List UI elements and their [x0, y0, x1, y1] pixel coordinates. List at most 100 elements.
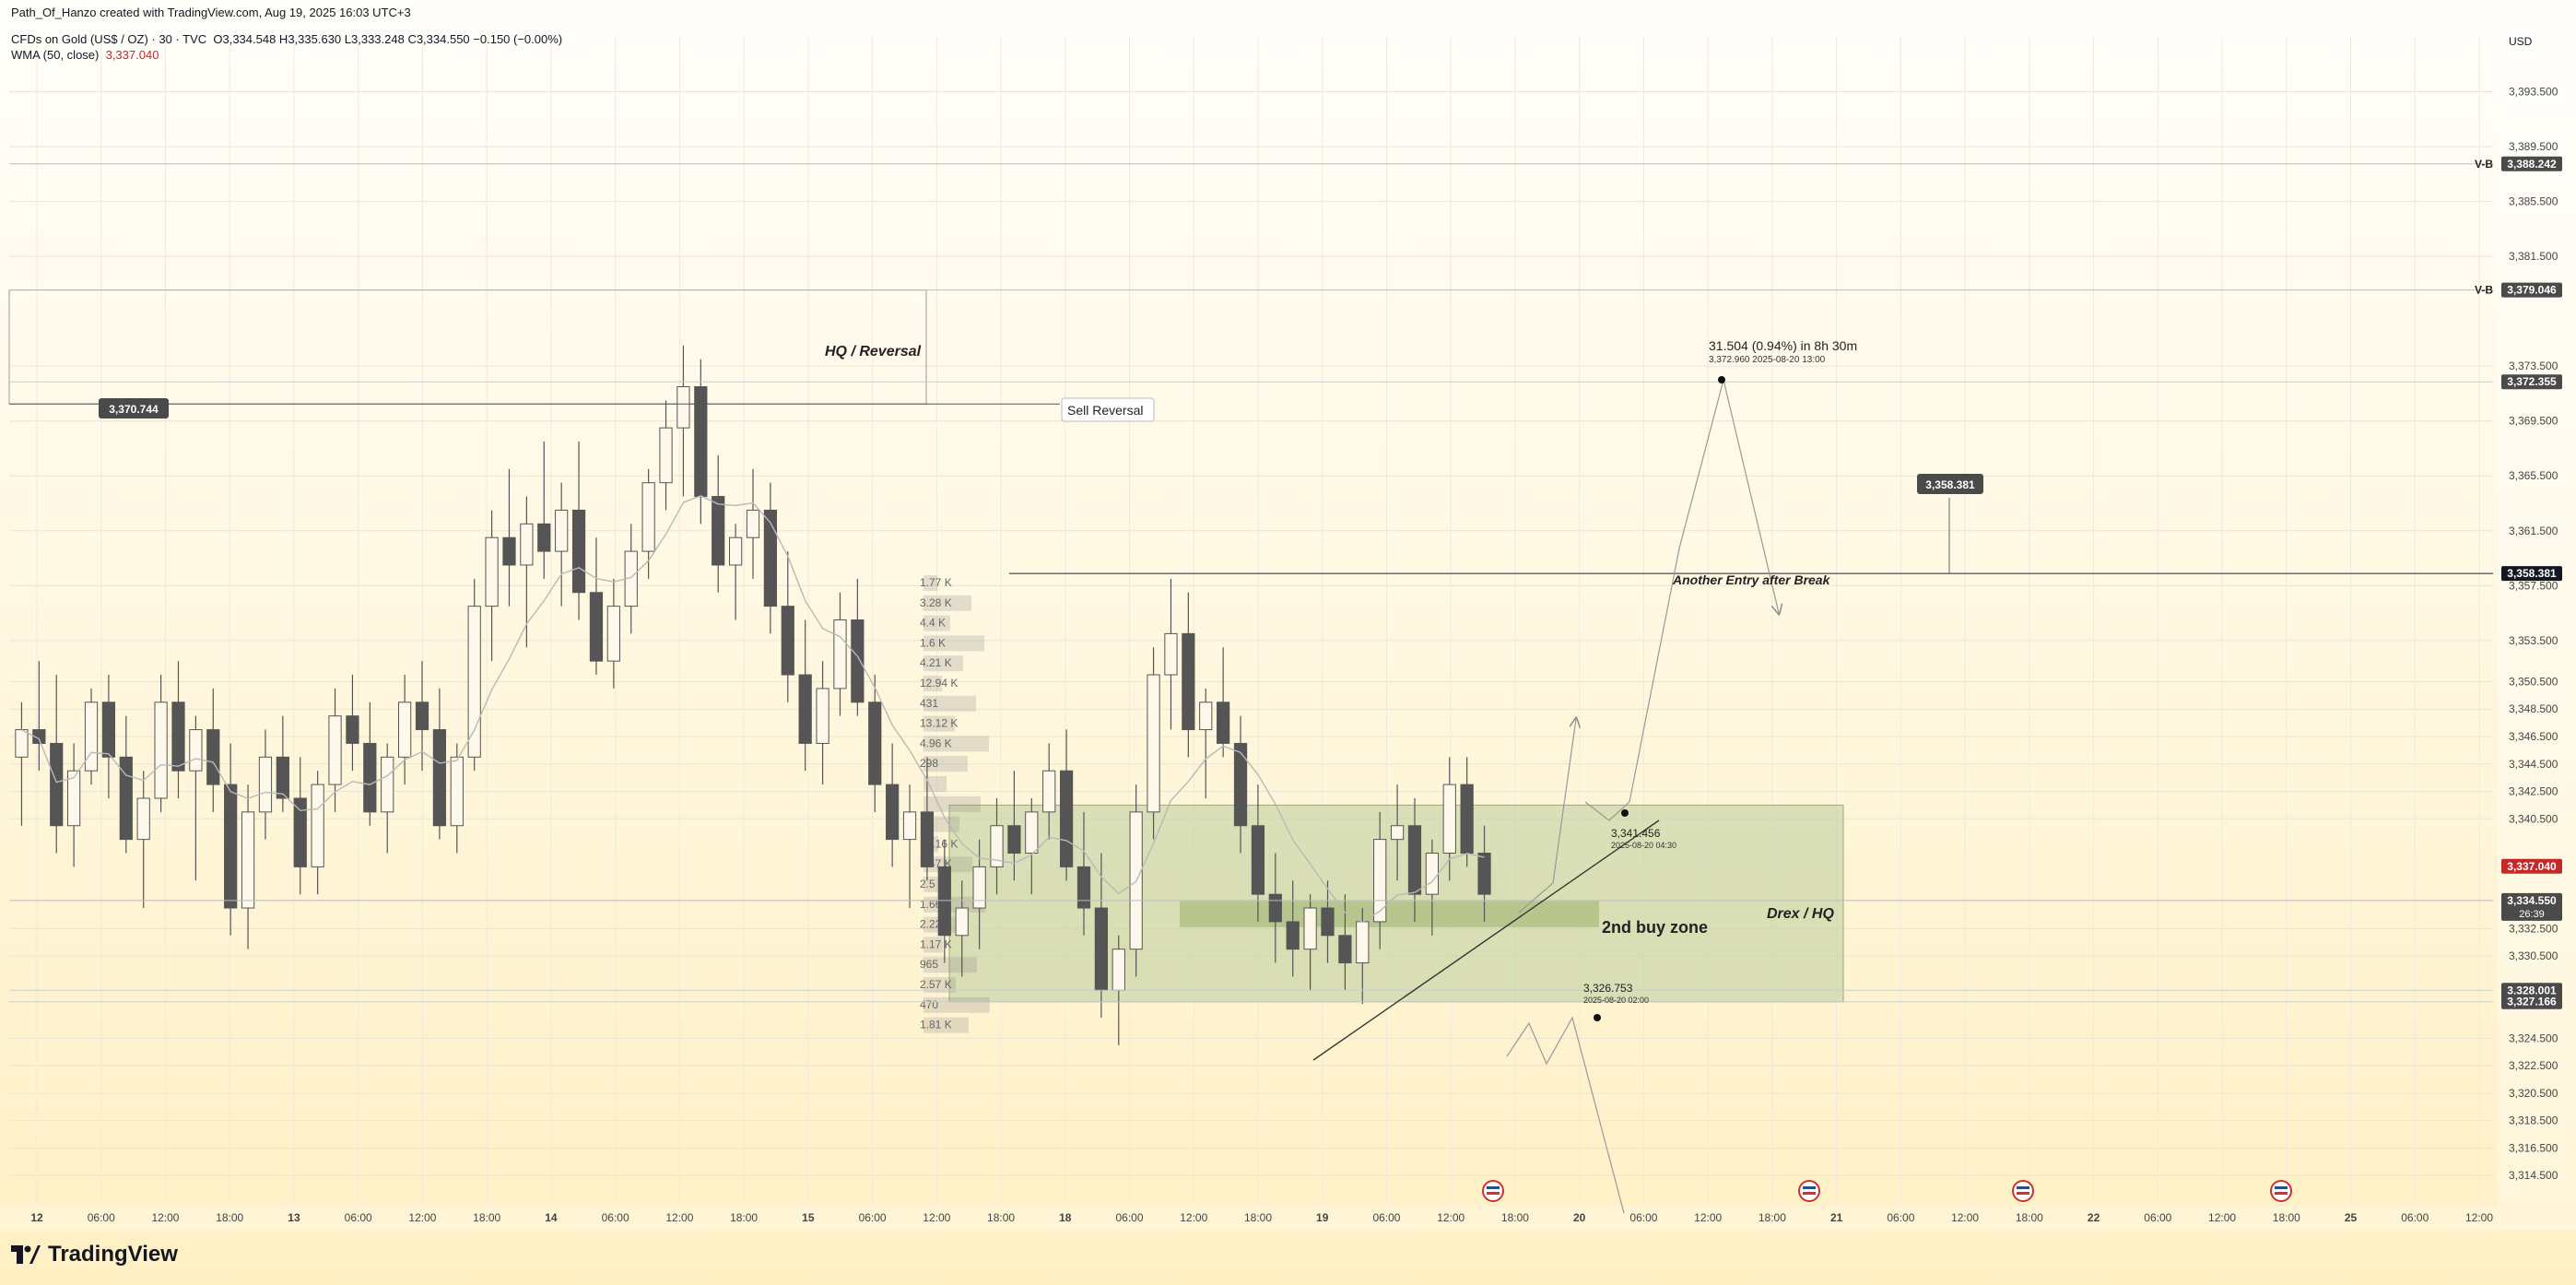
price-label: 3,388.242: [2507, 158, 2557, 171]
y-tick-label: 3,353.500: [2509, 634, 2558, 647]
chart-grid: [9, 37, 2493, 1203]
us-flag-icon: [1803, 1192, 1816, 1195]
x-tick-label: 18:00: [730, 1211, 758, 1224]
x-tick-label: 20: [1573, 1211, 1586, 1224]
volume-label: 470: [920, 998, 938, 1011]
volume-label: 431: [920, 697, 938, 710]
x-tick-label: 25: [2345, 1211, 2358, 1224]
candle-body: [937, 866, 951, 937]
x-tick-label: 06:00: [345, 1211, 372, 1224]
candle-body: [415, 701, 429, 731]
y-tick-label: 3,369.500: [2509, 415, 2558, 428]
x-tick-label: 06:00: [1116, 1211, 1144, 1224]
sell-level-tag: [99, 398, 169, 419]
indicator-label: WMA (50, close): [11, 48, 100, 62]
candle-body: [990, 825, 1004, 867]
x-tick-label: 06:00: [2401, 1211, 2429, 1224]
x-tick-label: 22: [2088, 1211, 2100, 1224]
candle-body: [1356, 921, 1370, 964]
price-label: 3,327.166: [2507, 996, 2557, 1008]
measure-label: 31.504 (0.94%) in 8h 30m: [1709, 338, 1857, 353]
candle-body: [851, 619, 865, 703]
candle-body: [537, 523, 551, 552]
candle-body: [1268, 893, 1282, 923]
y-tick-label: 3,320.500: [2509, 1087, 2558, 1100]
x-tick-label: 06:00: [88, 1211, 115, 1224]
candle-body: [224, 784, 238, 909]
wma-line: [21, 495, 1485, 924]
candle-body: [1477, 853, 1491, 895]
price-axis[interactable]: 3,393.500 3,389.500 3,385.500 3,381.500 3,37…: [2475, 86, 2562, 1183]
x-tick-label: 19: [1316, 1211, 1329, 1224]
drex-hq-label: Drex / HQ: [1767, 906, 1834, 922]
point-marker-a: [1621, 809, 1629, 817]
volume-bar: [923, 796, 981, 812]
symbol-name[interactable]: CFDs on Gold (US$ / OZ) · 30 · TVC: [11, 32, 207, 46]
price-label-box: [2501, 156, 2562, 171]
us-flag-icon: [1487, 1186, 1500, 1189]
candle-body: [101, 701, 116, 758]
candle-body: [381, 756, 394, 813]
y-tick-label: 3,393.500: [2509, 86, 2558, 99]
drawings: [1312, 376, 1779, 1214]
x-tick-label: 15: [802, 1211, 815, 1224]
currency-label[interactable]: USD: [2509, 35, 2533, 48]
volume-bar: [923, 655, 963, 672]
x-tick-label: 12:00: [923, 1211, 950, 1224]
upside-path: [1584, 379, 1779, 821]
volume-label: 4.4 K: [920, 617, 946, 630]
candle-body: [728, 536, 743, 566]
candle-body: [1059, 770, 1074, 867]
x-tick-label: 06:00: [1372, 1211, 1400, 1224]
hq-reversal-label: HQ / Reversal: [825, 344, 922, 360]
candle-body: [258, 756, 273, 813]
price-label-box: [2501, 983, 2562, 998]
vb-tag: V-B: [2475, 158, 2493, 171]
symbol-info: CFDs on Gold (US$ / OZ) · 30 · TVC O3,33…: [11, 32, 562, 46]
time-axis[interactable]: 12 06:00 12:00 18:00 13 06:00 12:00 18:00 14 06:0…: [30, 1211, 2493, 1224]
candle-body: [67, 770, 81, 827]
us-flag-icon: [1798, 1180, 1820, 1202]
candle-body: [50, 742, 64, 827]
candle-body: [311, 784, 324, 867]
x-tick-label: 12:00: [151, 1211, 179, 1224]
candle-body: [1042, 770, 1056, 813]
point-b-value: 3,326.753: [1583, 982, 1633, 995]
candle-body: [467, 606, 481, 758]
candle-body: [886, 784, 900, 841]
x-tick-label: 21: [1830, 1211, 1843, 1224]
vb-tag: V-B: [2475, 284, 2493, 297]
candle-body: [154, 701, 168, 799]
tradingview-logo[interactable]: TradingView: [11, 1242, 178, 1267]
candle-body: [1164, 632, 1178, 676]
price-label-box: [2501, 858, 2562, 874]
candle-body: [502, 536, 516, 566]
us-flag-icon: [2275, 1186, 2288, 1189]
y-tick-label: 3,342.500: [2509, 785, 2558, 798]
volume-bar: [923, 736, 989, 752]
candle-body: [798, 674, 812, 744]
tradingview-logo-icon: [11, 1245, 41, 1264]
y-tick-label: 3,381.500: [2509, 250, 2558, 263]
candle-body: [1303, 907, 1317, 950]
economic-events: [1482, 1180, 2292, 1202]
x-tick-label: 06:00: [602, 1211, 629, 1224]
candle-body: [1321, 907, 1335, 937]
x-tick-label: 18:00: [473, 1211, 500, 1224]
candle-body: [432, 729, 447, 827]
small-up-arrow: [1518, 719, 1576, 914]
indicator-legend[interactable]: WMA (50, close) 3,337.040: [11, 48, 159, 62]
price-label-box: [2501, 566, 2562, 582]
x-tick-label: 12:00: [665, 1211, 693, 1224]
x-tick-label: 18:00: [987, 1211, 1015, 1224]
volume-label: 4.21 K: [920, 656, 952, 669]
price-label-countdown: 26:39: [2519, 909, 2545, 920]
candle-body: [1217, 701, 1230, 744]
candle-body: [1076, 866, 1091, 909]
volume-bar: [923, 996, 990, 1013]
price-label-box: [2501, 994, 2562, 1009]
us-flag-icon: [1487, 1192, 1500, 1195]
